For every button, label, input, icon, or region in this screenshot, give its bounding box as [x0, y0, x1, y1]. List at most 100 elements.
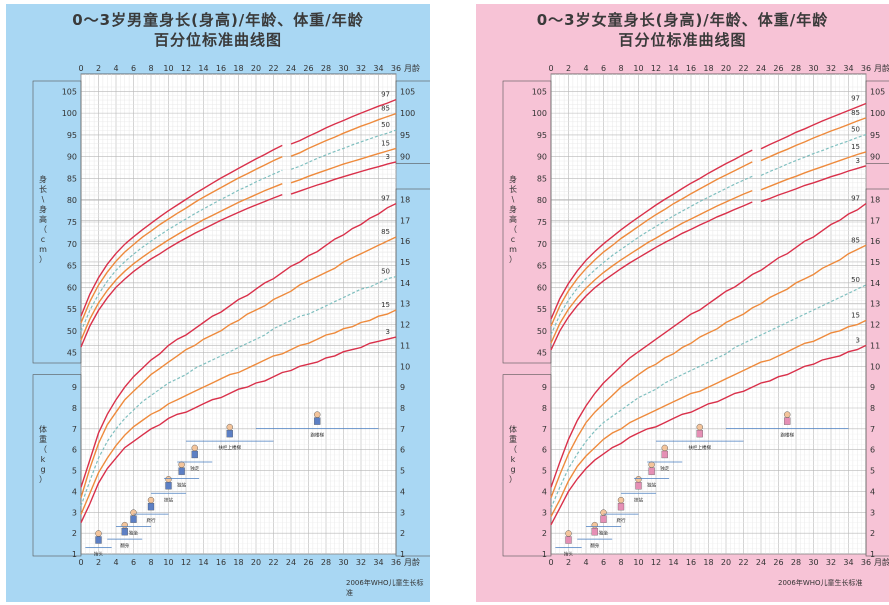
milestone-activity-label: 扶栏上楼梯 — [689, 444, 712, 451]
weight-tick-label-left: 3 — [542, 508, 547, 517]
height-tick-label-left: 65 — [67, 262, 77, 271]
height-tick-label-left: 105 — [62, 87, 77, 96]
month-tick-label-bottom: 28 — [791, 558, 801, 567]
month-tick-label-bottom: 20 — [251, 558, 261, 567]
height-tick-label-left: 100 — [532, 109, 547, 118]
child-figure-head-icon — [600, 509, 607, 516]
weight-axis-title-left: 体重（kg） — [39, 424, 47, 484]
weight-series-85 — [80, 236, 397, 498]
month-tick-label-top: 32 — [356, 64, 366, 73]
weight-tick-label-left: 2 — [72, 529, 77, 538]
weight-tick-label-right: 3 — [870, 508, 875, 517]
weight-tick-label-right: 5 — [400, 467, 405, 476]
month-tick-label-bottom: 10 — [163, 558, 173, 567]
weight-axis-title-left-char: （ — [509, 445, 517, 454]
child-figure-body-icon — [130, 515, 137, 523]
height-tick-label-right: 100 — [870, 109, 885, 118]
milestone-activity-label: 独走 — [660, 465, 669, 472]
weight-tick-label-left: 5 — [72, 467, 77, 476]
height-tick-label-left: 55 — [67, 305, 77, 314]
height-percentile-label-50: 50 — [851, 125, 860, 133]
weight-tick-label-right: 5 — [870, 467, 875, 476]
child-figure-body-icon — [147, 502, 155, 511]
month-tick-label-bottom: 6 — [131, 558, 136, 567]
height-tick-label-left: 45 — [537, 349, 547, 358]
weight-series-50 — [550, 284, 867, 509]
height-tick-label-left: 85 — [537, 174, 547, 183]
month-tick-label-top: 12 — [181, 64, 191, 73]
weight-tick-label-right: 12 — [870, 321, 880, 330]
height-tick-label-right: 90 — [870, 153, 880, 162]
weight-percentile-label-15: 15 — [851, 311, 860, 319]
height-axis-title-left-char: （ — [39, 225, 47, 234]
child-figure-body-icon — [591, 527, 598, 536]
boys-title-line2: 百分位标准曲线图 — [153, 31, 282, 49]
height-series-50-after-24 — [290, 129, 397, 170]
child-figure-head-icon — [314, 411, 321, 418]
child-figure-body-icon — [226, 429, 233, 438]
weight-tick-label-right: 13 — [400, 300, 410, 309]
month-tick-label-top: 24 — [286, 64, 296, 73]
month-tick-label-bottom: 2 — [96, 558, 101, 567]
milestone-activity-label: 独坐 — [599, 530, 608, 537]
height-tick-label-left: 90 — [537, 153, 547, 162]
weight-axis-title-left-char: k — [511, 455, 516, 464]
height-axis-title-left-char: 长 — [509, 184, 517, 194]
height-series-3-after-24 — [290, 161, 397, 195]
month-tick-label-top: 30 — [338, 64, 348, 73]
month-unit-label-top: 月龄 — [404, 63, 420, 73]
height-percentile-label-50: 50 — [381, 121, 390, 129]
height-series-50 — [80, 169, 283, 332]
weight-tick-label-right: 8 — [870, 404, 875, 413]
month-tick-label-bottom: 12 — [181, 558, 191, 567]
month-tick-label-bottom: 28 — [321, 558, 331, 567]
weight-tick-label-right: 8 — [400, 404, 405, 413]
height-series-3 — [80, 193, 283, 348]
weight-tick-label-left: 4 — [542, 487, 547, 496]
height-series-85-after-24 — [290, 112, 397, 157]
height-tick-label-left: 50 — [67, 327, 77, 336]
height-series-97 — [550, 149, 753, 320]
height-series-15-after-24 — [290, 147, 397, 184]
weight-tick-label-right: 2 — [870, 529, 875, 538]
height-axis-title-left-char: 身 — [39, 204, 47, 214]
height-axis-title-left-char: 高 — [39, 214, 47, 224]
month-tick-label-bottom: 36 — [391, 558, 401, 567]
weight-series-85 — [550, 244, 867, 498]
weight-tick-label-right: 7 — [400, 425, 405, 434]
month-tick-label-top: 22 — [268, 64, 278, 73]
month-tick-label-bottom: 22 — [738, 558, 748, 567]
weight-percentile-label-3: 3 — [386, 328, 390, 336]
height-series-97-after-24 — [760, 102, 867, 150]
height-tick-label-left: 105 — [532, 87, 547, 96]
height-axis-title-left-char: ） — [509, 255, 517, 264]
weight-series-50 — [80, 276, 397, 507]
weight-tick-label-right: 17 — [400, 216, 410, 225]
height-percentile-label-3: 3 — [386, 153, 390, 161]
child-figure-head-icon — [635, 476, 642, 483]
height-axis-title-left-char: 身 — [509, 174, 517, 184]
month-tick-label-top: 14 — [668, 64, 678, 73]
left-weight-axis-frame — [32, 374, 82, 557]
child-figure-body-icon — [617, 502, 625, 511]
month-tick-label-top: 8 — [148, 64, 153, 73]
milestone-activity-label: 跑楼梯 — [311, 432, 325, 439]
weight-tick-label-left: 9 — [72, 383, 77, 392]
month-tick-label-bottom: 18 — [233, 558, 243, 567]
height-tick-label-left: 60 — [67, 283, 77, 292]
height-tick-label-right: 105 — [870, 87, 885, 96]
milestone-activity-label: 独坐 — [129, 530, 138, 537]
height-tick-label-left: 100 — [62, 109, 77, 118]
height-axis-title-left: 身长\身高（cm） — [509, 174, 517, 264]
child-figure-body-icon — [635, 482, 642, 490]
month-tick-label-top: 18 — [233, 64, 243, 73]
height-axis-title-left-char: m — [509, 245, 517, 254]
girls-credit: 2006年WHO儿童生长标准 — [778, 579, 863, 587]
month-tick-label-top: 4 — [583, 64, 588, 73]
month-tick-label-bottom: 14 — [668, 558, 678, 567]
child-figure-head-icon — [617, 496, 625, 504]
month-unit-label-bottom: 月龄 — [874, 557, 889, 567]
height-series-15 — [550, 189, 753, 344]
